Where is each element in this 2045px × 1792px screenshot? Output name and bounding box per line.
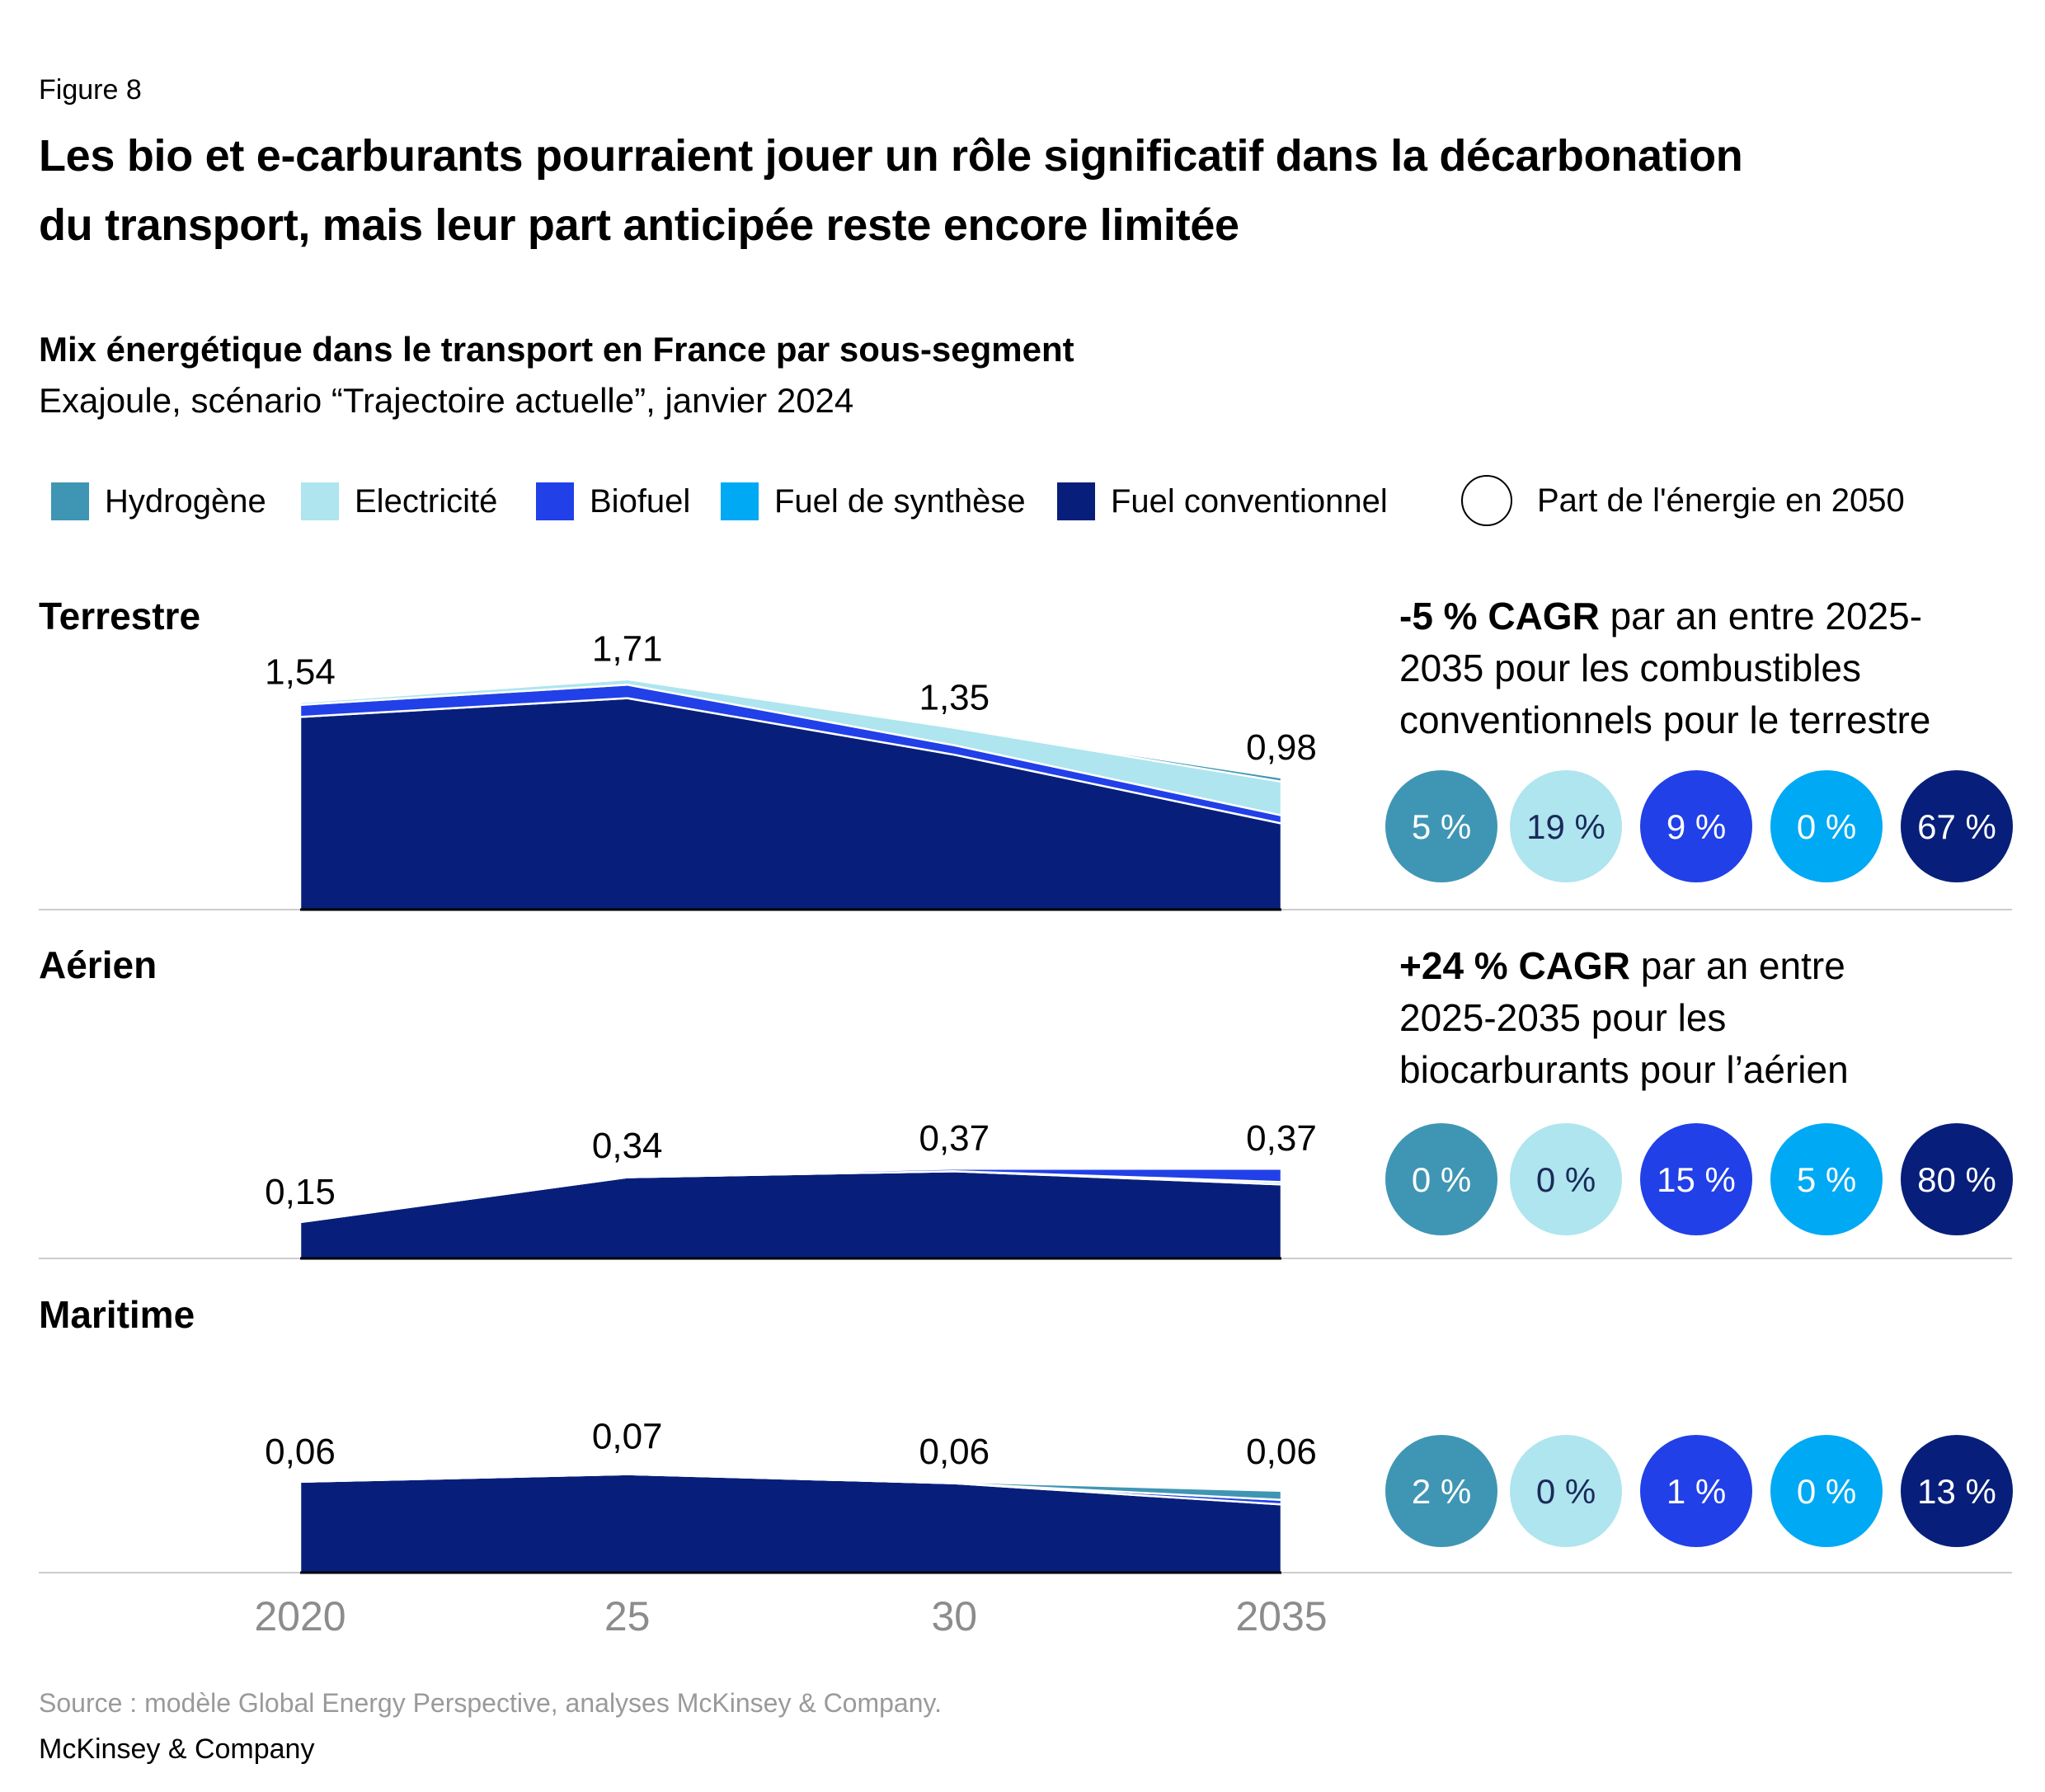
share-label-aerien-biofuel: 15 % xyxy=(1657,1160,1736,1199)
share-circle-aerien-biofuel xyxy=(1640,1123,1752,1235)
share-label-terrestre-electricite: 19 % xyxy=(1526,807,1605,846)
chart-title-line-1: Les bio et e-carburants pourraient jouer… xyxy=(39,131,1743,181)
total-label-terrestre-2025: 1,71 xyxy=(592,629,663,670)
panel-label-aerien: Aérien xyxy=(39,943,157,986)
x-tick-label-2035: 2035 xyxy=(1235,1593,1327,1639)
area-maritime-hydrogene xyxy=(299,1473,1283,1502)
share-circle-terrestre-electricite xyxy=(1510,770,1622,882)
panel-label-maritime: Maritime xyxy=(39,1293,195,1336)
x-tick-label-2025: 25 xyxy=(604,1593,651,1639)
cagr-value-terrestre: -5 % CAGR xyxy=(1399,595,1600,637)
share-circle-maritime-synthese xyxy=(1770,1435,1883,1547)
legend-label-electricite: Electricité xyxy=(355,482,498,520)
area-aerien-conventionnel xyxy=(299,1169,1283,1260)
source-note: Source : modèle Global Energy Perspectiv… xyxy=(39,1688,943,1718)
legend-label-synthese: Fuel de synthèse xyxy=(774,482,1026,520)
total-label-maritime-2030: 0,06 xyxy=(919,1432,990,1472)
share-circle-terrestre-conventionnel xyxy=(1901,770,2013,882)
share-circle-terrestre-hydrogene xyxy=(1385,770,1497,882)
legend-item-conventionnel: Fuel conventionnel xyxy=(1057,482,1388,521)
share-label-aerien-synthese: 5 % xyxy=(1797,1160,1856,1199)
cagr-text-terrestre-2: 2035 pour les combustibles xyxy=(1399,647,1861,689)
x-tick-label-2020: 2020 xyxy=(254,1593,346,1639)
cagr-text-aerien-3: biocarburants pour l’aérien xyxy=(1399,1048,1849,1091)
legend-swatch-electricite xyxy=(301,482,339,520)
share-circle-maritime-electricite xyxy=(1510,1435,1622,1547)
share-circle-aerien-electricite xyxy=(1510,1123,1622,1235)
total-label-aerien-2035: 0,37 xyxy=(1246,1118,1317,1159)
legend-label-share: Part de l'énergie en 2050 xyxy=(1537,482,1905,519)
cagr-note-aerien: +24 % CAGR par an entre 2025-2035 pour l… xyxy=(1399,940,2010,1096)
total-label-terrestre-2030: 1,35 xyxy=(919,678,990,718)
area-terrestre-conventionnel xyxy=(299,697,1283,911)
cagr-note-terrestre: -5 % CAGR par an entre 2025- 2035 pour l… xyxy=(1399,590,2010,746)
legend-swatch-biofuel xyxy=(536,482,574,520)
share-circle-maritime-conventionnel xyxy=(1901,1435,2013,1547)
share-circle-terrestre-biofuel xyxy=(1640,770,1752,882)
total-label-terrestre-2035: 0,98 xyxy=(1246,727,1317,768)
total-label-maritime-2025: 0,07 xyxy=(592,1416,663,1456)
total-label-aerien-2020: 0,15 xyxy=(265,1172,336,1212)
cagr-value-aerien: +24 % CAGR xyxy=(1399,944,1630,987)
x-tick-label-2030: 30 xyxy=(931,1593,977,1639)
legend-label-conventionnel: Fuel conventionnel xyxy=(1111,482,1388,520)
share-circle-terrestre-synthese xyxy=(1770,770,1883,882)
figure-label: Figure 8 xyxy=(39,74,142,106)
legend-item-electricite: Electricité xyxy=(301,482,497,521)
legend-swatch-synthese xyxy=(721,482,759,520)
legend-circle-icon xyxy=(1461,475,1512,526)
legend-swatch-hydrogene xyxy=(51,482,89,520)
chart-units: Exajoule, scénario “Trajectoire actuelle… xyxy=(39,381,854,420)
legend-item-hydrogene: Hydrogène xyxy=(51,482,266,521)
share-circle-aerien-hydrogene xyxy=(1385,1123,1497,1235)
share-label-maritime-conventionnel: 13 % xyxy=(1917,1472,1996,1511)
chart-subtitle: Mix énergétique dans le transport en Fra… xyxy=(39,330,1074,369)
cagr-text-aerien-1: par an entre xyxy=(1640,944,1845,987)
legend-swatch-conventionnel xyxy=(1057,482,1095,520)
share-label-maritime-synthese: 0 % xyxy=(1797,1472,1856,1511)
share-label-maritime-biofuel: 1 % xyxy=(1667,1472,1726,1511)
legend-label-biofuel: Biofuel xyxy=(590,482,691,520)
share-label-terrestre-conventionnel: 67 % xyxy=(1917,807,1996,846)
legend-item-share: Part de l'énergie en 2050 xyxy=(1461,475,1905,526)
legend-label-hydrogene: Hydrogène xyxy=(105,482,266,520)
share-label-aerien-hydrogene: 0 % xyxy=(1412,1160,1471,1199)
brand-footer: McKinsey & Company xyxy=(39,1733,315,1765)
share-label-terrestre-biofuel: 9 % xyxy=(1667,807,1726,846)
share-label-terrestre-hydrogene: 5 % xyxy=(1412,807,1471,846)
share-circle-aerien-synthese xyxy=(1770,1123,1883,1235)
total-label-aerien-2025: 0,34 xyxy=(592,1126,663,1166)
chart-title-line-2: du transport, mais leur part anticipée r… xyxy=(39,200,1239,250)
total-label-maritime-2020: 0,06 xyxy=(265,1432,336,1472)
total-label-maritime-2035: 0,06 xyxy=(1246,1432,1317,1472)
share-label-maritime-hydrogene: 2 % xyxy=(1412,1472,1471,1511)
share-circle-maritime-hydrogene xyxy=(1385,1435,1497,1547)
cagr-text-terrestre-3: conventionnels pour le terrestre xyxy=(1399,698,1931,741)
share-label-maritime-electricite: 0 % xyxy=(1536,1472,1596,1511)
share-label-terrestre-synthese: 0 % xyxy=(1797,807,1856,846)
area-aerien-biofuel xyxy=(299,1167,1283,1224)
total-label-terrestre-2020: 1,54 xyxy=(265,652,336,693)
legend-item-biofuel: Biofuel xyxy=(536,482,690,521)
cagr-text-aerien-2: 2025-2035 pour les xyxy=(1399,996,1727,1039)
share-circle-maritime-biofuel xyxy=(1640,1435,1752,1547)
area-terrestre-hydrogene xyxy=(299,678,1283,783)
panel-label-terrestre: Terrestre xyxy=(39,595,201,637)
legend-item-synthese: Fuel de synthèse xyxy=(721,482,1026,521)
total-label-aerien-2030: 0,37 xyxy=(919,1118,990,1159)
cagr-text-terrestre-1: par an entre 2025- xyxy=(1610,595,1923,637)
share-label-aerien-electricite: 0 % xyxy=(1536,1160,1596,1199)
share-circle-aerien-conventionnel xyxy=(1901,1123,2013,1235)
share-label-aerien-conventionnel: 80 % xyxy=(1917,1160,1996,1199)
